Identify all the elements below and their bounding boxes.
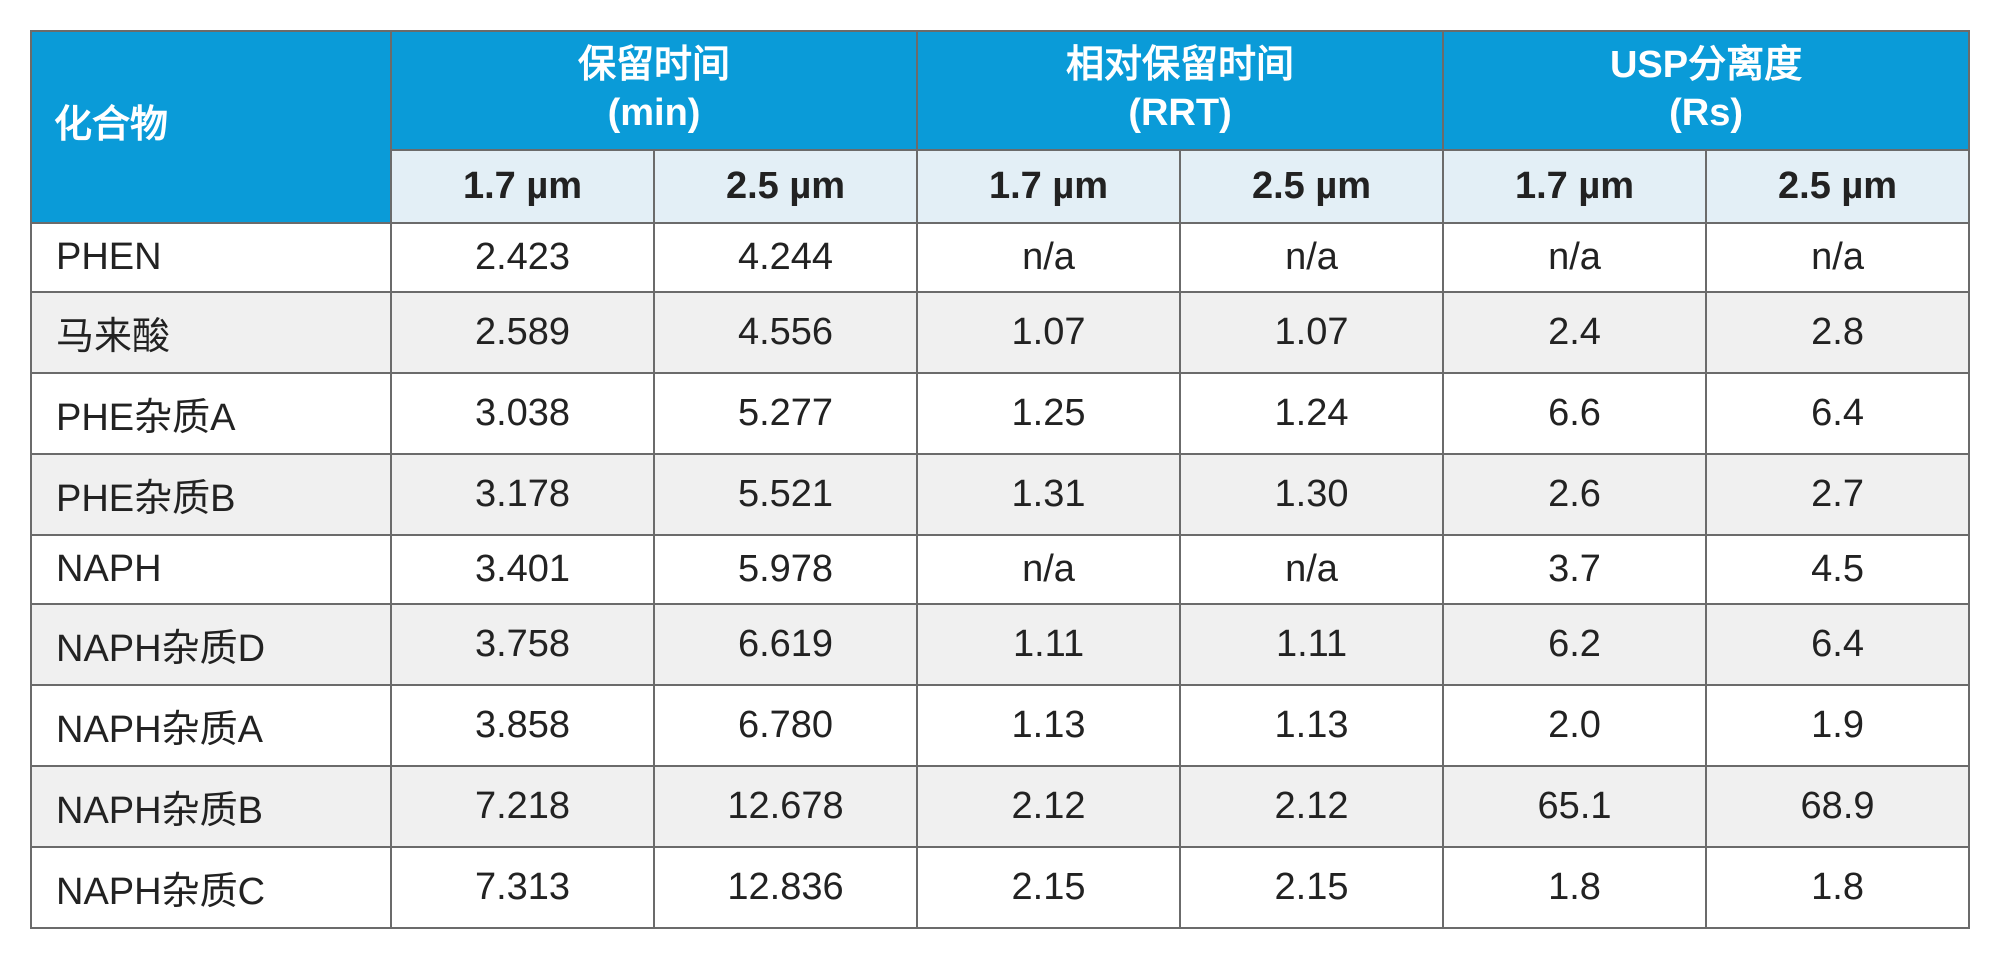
- sub-col-rrt-17: 1.7 µm: [917, 150, 1180, 223]
- value-cell: 2.8: [1706, 292, 1969, 373]
- value-cell: n/a: [1443, 223, 1706, 292]
- value-cell: 5.521: [654, 454, 917, 535]
- value-cell: 1.31: [917, 454, 1180, 535]
- value-cell: 2.12: [917, 766, 1180, 847]
- value-cell: 1.24: [1180, 373, 1443, 454]
- value-cell: 6.6: [1443, 373, 1706, 454]
- value-cell: 3.858: [391, 685, 654, 766]
- value-cell: 2.4: [1443, 292, 1706, 373]
- value-cell: 1.11: [1180, 604, 1443, 685]
- value-cell: n/a: [1180, 535, 1443, 604]
- table-row: NAPH杂质D3.7586.6191.111.116.26.4: [31, 604, 1969, 685]
- sub-col-rs-17: 1.7 µm: [1443, 150, 1706, 223]
- value-cell: 65.1: [1443, 766, 1706, 847]
- value-cell: 7.313: [391, 847, 654, 928]
- value-cell: 6.780: [654, 685, 917, 766]
- value-cell: 1.25: [917, 373, 1180, 454]
- value-cell: 6.2: [1443, 604, 1706, 685]
- value-cell: 1.9: [1706, 685, 1969, 766]
- table-row: NAPH杂质B7.21812.6782.122.1265.168.9: [31, 766, 1969, 847]
- value-cell: 4.244: [654, 223, 917, 292]
- value-cell: 2.6: [1443, 454, 1706, 535]
- group-title-line1: 保留时间: [578, 44, 730, 86]
- value-cell: n/a: [917, 223, 1180, 292]
- value-cell: 1.8: [1443, 847, 1706, 928]
- value-cell: 3.7: [1443, 535, 1706, 604]
- value-cell: n/a: [917, 535, 1180, 604]
- value-cell: 1.13: [1180, 685, 1443, 766]
- sub-col-rs-25: 2.5 µm: [1706, 150, 1969, 223]
- value-cell: 6.4: [1706, 604, 1969, 685]
- value-cell: 3.178: [391, 454, 654, 535]
- data-table: 化合物 保留时间 (min) 相对保留时间 (RRT) USP分离度 (Rs) …: [30, 30, 1970, 929]
- value-cell: 68.9: [1706, 766, 1969, 847]
- table-row: NAPH杂质A3.8586.7801.131.132.01.9: [31, 685, 1969, 766]
- value-cell: 4.5: [1706, 535, 1969, 604]
- col-group-retention-time: 保留时间 (min): [391, 31, 917, 150]
- table-body: PHEN2.4234.244n/an/an/an/a马来酸2.5894.5561…: [31, 223, 1969, 928]
- value-cell: n/a: [1706, 223, 1969, 292]
- value-cell: 2.15: [917, 847, 1180, 928]
- table-row: 马来酸2.5894.5561.071.072.42.8: [31, 292, 1969, 373]
- group-title-line1: USP分离度: [1610, 44, 1802, 86]
- sub-col-rrt-25: 2.5 µm: [1180, 150, 1443, 223]
- value-cell: 3.758: [391, 604, 654, 685]
- value-cell: 1.13: [917, 685, 1180, 766]
- value-cell: 12.678: [654, 766, 917, 847]
- value-cell: 1.11: [917, 604, 1180, 685]
- value-cell: 6.619: [654, 604, 917, 685]
- group-title-line2: (RRT): [1128, 92, 1231, 134]
- col-group-usp-rs: USP分离度 (Rs): [1443, 31, 1969, 150]
- group-title-line2: (min): [608, 92, 701, 134]
- compound-name-cell: NAPH: [31, 535, 391, 604]
- table-row: PHE杂质B3.1785.5211.311.302.62.7: [31, 454, 1969, 535]
- value-cell: 5.978: [654, 535, 917, 604]
- table-row: NAPH杂质C7.31312.8362.152.151.81.8: [31, 847, 1969, 928]
- sub-col-rt-25: 2.5 µm: [654, 150, 917, 223]
- compound-name-cell: NAPH杂质D: [31, 604, 391, 685]
- value-cell: 1.30: [1180, 454, 1443, 535]
- value-cell: 12.836: [654, 847, 917, 928]
- compound-name-cell: NAPH杂质C: [31, 847, 391, 928]
- col-group-rrt: 相对保留时间 (RRT): [917, 31, 1443, 150]
- compound-name-cell: PHE杂质A: [31, 373, 391, 454]
- value-cell: 2.0: [1443, 685, 1706, 766]
- compound-name-cell: PHE杂质B: [31, 454, 391, 535]
- value-cell: 2.15: [1180, 847, 1443, 928]
- group-title-line2: (Rs): [1669, 92, 1743, 134]
- compound-name-cell: NAPH杂质A: [31, 685, 391, 766]
- value-cell: 2.589: [391, 292, 654, 373]
- value-cell: 1.07: [917, 292, 1180, 373]
- value-cell: 3.038: [391, 373, 654, 454]
- value-cell: 2.7: [1706, 454, 1969, 535]
- value-cell: 5.277: [654, 373, 917, 454]
- sub-col-rt-17: 1.7 µm: [391, 150, 654, 223]
- value-cell: 6.4: [1706, 373, 1969, 454]
- table-row: NAPH3.4015.978n/an/a3.74.5: [31, 535, 1969, 604]
- value-cell: 7.218: [391, 766, 654, 847]
- value-cell: 2.12: [1180, 766, 1443, 847]
- group-title-line1: 相对保留时间: [1066, 44, 1294, 86]
- value-cell: 1.07: [1180, 292, 1443, 373]
- value-cell: 1.8: [1706, 847, 1969, 928]
- value-cell: 3.401: [391, 535, 654, 604]
- table-row: PHE杂质A3.0385.2771.251.246.66.4: [31, 373, 1969, 454]
- compound-name-cell: 马来酸: [31, 292, 391, 373]
- value-cell: 2.423: [391, 223, 654, 292]
- value-cell: 4.556: [654, 292, 917, 373]
- table-row: PHEN2.4234.244n/an/an/an/a: [31, 223, 1969, 292]
- compound-name-cell: PHEN: [31, 223, 391, 292]
- compound-name-cell: NAPH杂质B: [31, 766, 391, 847]
- col-compound-header: 化合物: [31, 31, 391, 223]
- table-header: 化合物 保留时间 (min) 相对保留时间 (RRT) USP分离度 (Rs) …: [31, 31, 1969, 223]
- value-cell: n/a: [1180, 223, 1443, 292]
